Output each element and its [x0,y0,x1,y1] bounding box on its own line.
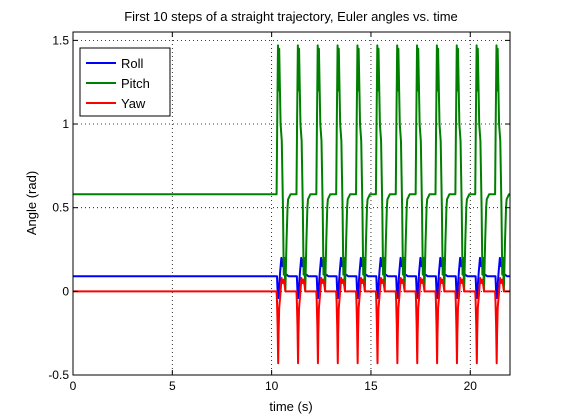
y-tick-label: 1.5 [52,33,69,47]
x-tick-label: 5 [169,379,176,393]
legend-label-pitch: Pitch [121,76,150,91]
y-axis-label: Angle (rad) [24,171,39,235]
x-tick-label: 15 [364,379,378,393]
y-tick-label: -0.5 [48,368,69,382]
x-tick-label: 10 [265,379,279,393]
y-tick-label: 0 [62,284,69,298]
legend-label-yaw: Yaw [121,96,146,111]
x-axis-label: time (s) [269,399,312,414]
x-tick-label: 0 [70,379,77,393]
legend: Roll Pitch Yaw [80,48,170,116]
legend-label-roll: Roll [121,56,144,71]
y-tick-label: 1 [62,117,69,131]
chart-title: First 10 steps of a straight trajectory,… [124,9,458,24]
x-tick-label: 20 [464,379,478,393]
y-tick-label: 0.5 [52,201,69,215]
